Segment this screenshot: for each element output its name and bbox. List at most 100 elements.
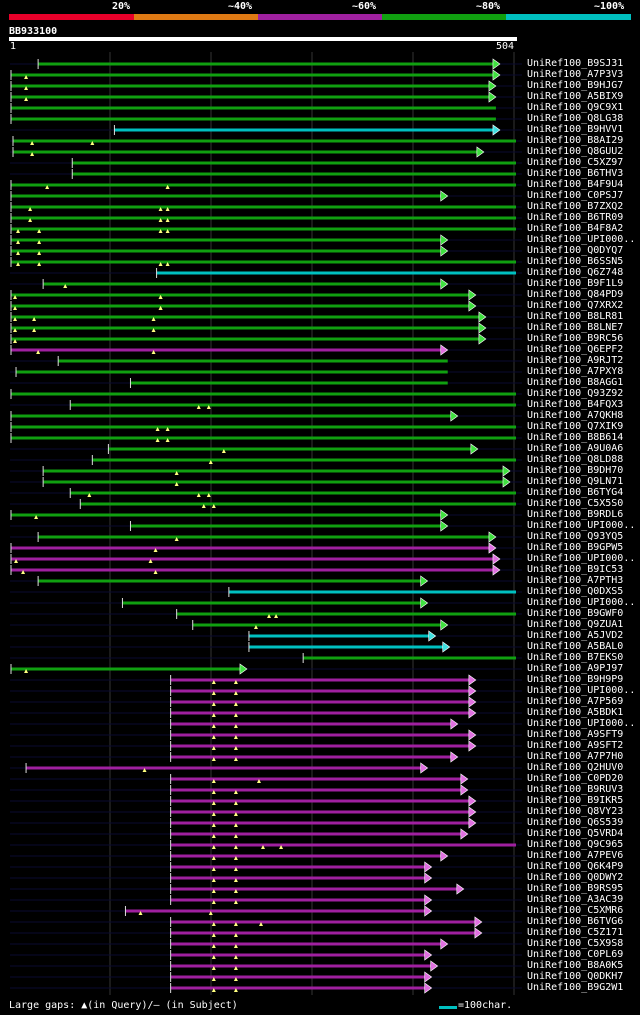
hit-label[interactable]: UniRef100_B9F1L9 [527,278,624,289]
hit-label[interactable]: UniRef100_B9G2W1 [527,982,624,993]
hit-label[interactable]: UniRef100_Q6EPF2 [527,344,624,355]
hit-label[interactable]: UniRef100_B9IC53 [527,564,624,575]
hit-label[interactable]: UniRef100_Q93Z92 [527,388,624,399]
hit-label[interactable]: UniRef100_B9RC56 [527,333,624,344]
hit-label[interactable]: UniRef100_Q2HUV0 [527,762,624,773]
hit-label[interactable]: UniRef100_B9RS95 [527,883,624,894]
hit-label[interactable]: UniRef100_Q9LN71 [527,476,624,487]
hit-label[interactable]: UniRef100_B8AI29 [527,135,624,146]
hit-label[interactable]: UniRef100_C5X5S0 [527,498,624,509]
hit-label[interactable]: UniRef100_B8B614 [527,432,624,443]
hit-label[interactable]: UniRef100_UPI000.. [527,520,636,531]
hit-label[interactable]: UniRef100_Q0DWY2 [527,872,624,883]
hit-label[interactable]: UniRef100_A7P3V3 [527,69,624,80]
hit-label[interactable]: UniRef100_B9RDL6 [527,509,624,520]
hit-label[interactable]: UniRef100_B4F8A2 [527,223,624,234]
hit-label[interactable]: UniRef100_C0PL69 [527,949,624,960]
alignment-arrow [442,641,451,653]
hit-label[interactable]: UniRef100_Q6K4P9 [527,861,624,872]
hit-label[interactable]: UniRef100_A7PXY8 [527,366,624,377]
hit-label[interactable]: UniRef100_Q9C965 [527,839,624,850]
hit-label[interactable]: UniRef100_B9GPW5 [527,542,624,553]
hit-label[interactable]: UniRef100_A7PEV6 [527,850,624,861]
hit-label[interactable]: UniRef100_A5BIX9 [527,91,624,102]
hit-label[interactable]: UniRef100_A9U0A6 [527,443,624,454]
hit-label[interactable]: UniRef100_B9HJG7 [527,80,624,91]
hit-label[interactable]: UniRef100_C5Z171 [527,927,624,938]
hit-label[interactable]: UniRef100_B9HVV1 [527,124,624,135]
hit-label[interactable]: UniRef100_A5JVD2 [527,630,624,641]
query-gap-marker [211,735,216,739]
hit-label[interactable]: UniRef100_Q84PD9 [527,289,624,300]
hit-label[interactable]: UniRef100_A9PJ97 [527,663,624,674]
hit-label[interactable]: UniRef100_UPI000.. [527,597,636,608]
legend-swatch-60 [258,14,382,20]
hit-label[interactable]: UniRef100_Q8VY23 [527,806,624,817]
hit-label[interactable]: UniRef100_A9SFT2 [527,740,624,751]
hit-label[interactable]: UniRef100_A7PTH3 [527,575,624,586]
hit-label[interactable]: UniRef100_Q9C9X1 [527,102,624,113]
hit-label[interactable]: UniRef100_Q0DKH7 [527,971,624,982]
hit-label[interactable]: UniRef100_A5BAL0 [527,641,624,652]
query-gap-marker [233,735,238,739]
query-ruler [9,37,517,41]
hit-label[interactable]: UniRef100_A3AC39 [527,894,624,905]
hit-label[interactable]: UniRef100_C0PSJ7 [527,190,624,201]
query-gap-marker [211,900,216,904]
hit-label[interactable]: UniRef100_B6TYG4 [527,487,624,498]
hit-label[interactable]: UniRef100_Q6S539 [527,817,624,828]
hit-label[interactable]: UniRef100_B9RUV3 [527,784,624,795]
hit-label[interactable]: UniRef100_B7ZXQ2 [527,201,624,212]
hit-label[interactable]: UniRef100_Q0DXS5 [527,586,624,597]
hit-label[interactable]: UniRef100_Q8LG38 [527,113,624,124]
hit-label[interactable]: UniRef100_A9SFT9 [527,729,624,740]
hit-label[interactable]: UniRef100_A7QKH8 [527,410,624,421]
hit-label[interactable]: UniRef100_Q93YQ5 [527,531,624,542]
query-gap-marker [233,900,238,904]
hit-label[interactable]: UniRef100_C5XZ97 [527,157,624,168]
hit-label[interactable]: UniRef100_B6THV3 [527,168,624,179]
hit-label[interactable]: UniRef100_C5XMR6 [527,905,624,916]
hit-label[interactable]: UniRef100_A9RJT2 [527,355,624,366]
hit-label[interactable]: UniRef100_C0PD20 [527,773,624,784]
hit-label[interactable]: UniRef100_B8LR81 [527,311,624,322]
query-gap-marker [153,570,158,574]
hit-label[interactable]: UniRef100_Q7XRX2 [527,300,624,311]
hit-label[interactable]: UniRef100_B6TR09 [527,212,624,223]
hit-label[interactable]: UniRef100_Q6Z748 [527,267,624,278]
hit-label[interactable]: UniRef100_Q9ZUA1 [527,619,624,630]
hit-label[interactable]: UniRef100_UPI000.. [527,234,636,245]
hit-label[interactable]: UniRef100_B9SJ31 [527,58,624,69]
hit-label[interactable]: UniRef100_UPI000.. [527,718,636,729]
hit-label[interactable]: UniRef100_B9IKR5 [527,795,624,806]
hit-label[interactable]: UniRef100_B6TVG6 [527,916,624,927]
hit-label[interactable]: UniRef100_B6SSN5 [527,256,624,267]
hit-label[interactable]: UniRef100_B8AGG1 [527,377,624,388]
hit-label[interactable]: UniRef100_A7P7H0 [527,751,624,762]
hit-label[interactable]: UniRef100_C5X9S8 [527,938,624,949]
query-gap-marker [233,823,238,827]
hit-label[interactable]: UniRef100_B9DH70 [527,465,624,476]
hit-label[interactable]: UniRef100_Q8GUU2 [527,146,624,157]
query-gap-marker [233,845,238,849]
hit-label[interactable]: UniRef100_UPI000.. [527,553,636,564]
query-gap-marker [233,713,238,717]
hit-label[interactable]: UniRef100_A7P569 [527,696,624,707]
hit-label[interactable]: UniRef100_B8LNE7 [527,322,624,333]
query-gap-marker [151,317,156,321]
hit-label[interactable]: UniRef100_Q5VRD4 [527,828,624,839]
hit-label[interactable]: UniRef100_UPI000.. [527,685,636,696]
hit-label[interactable]: UniRef100_B7EKS0 [527,652,624,663]
hit-label[interactable]: UniRef100_Q7XIK9 [527,421,624,432]
hit-label[interactable]: UniRef100_Q0DYQ7 [527,245,624,256]
query-gap-marker [211,757,216,761]
hit-label[interactable]: UniRef100_B9H9P9 [527,674,624,685]
query-gap-marker [158,229,163,233]
hit-label[interactable]: UniRef100_B4FQX3 [527,399,624,410]
hit-label[interactable]: UniRef100_B8A0K5 [527,960,624,971]
hit-label[interactable]: UniRef100_B4F9U4 [527,179,624,190]
hit-label[interactable]: UniRef100_A5BDK1 [527,707,624,718]
hit-label[interactable]: UniRef100_B9GWF0 [527,608,624,619]
alignment-arrow [476,146,485,158]
hit-label[interactable]: UniRef100_Q8LD88 [527,454,624,465]
